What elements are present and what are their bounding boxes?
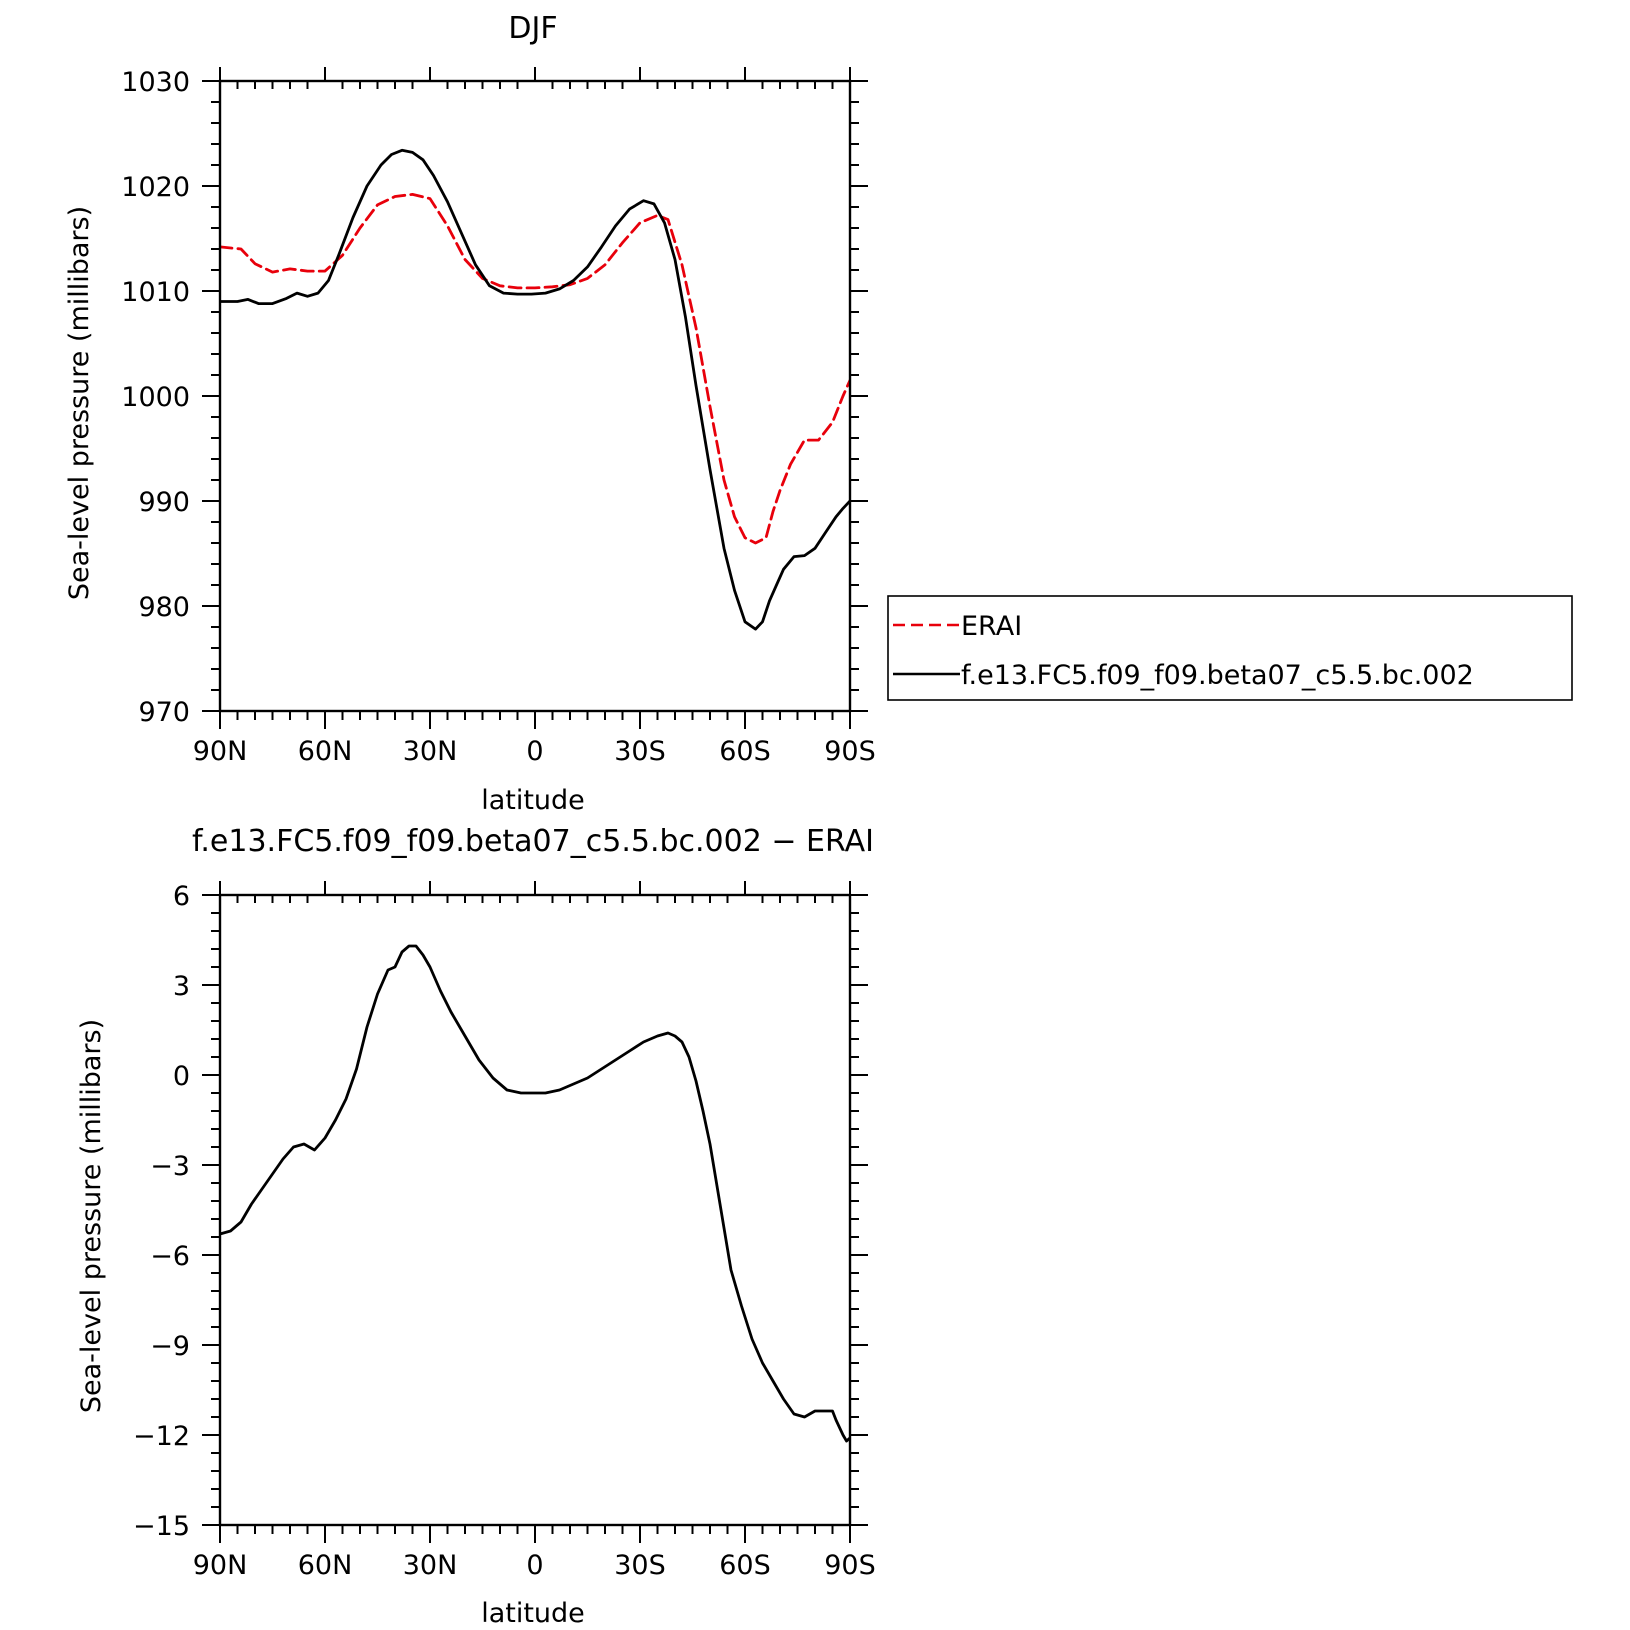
x-tick-label: 0 — [526, 1550, 543, 1581]
legend-label-model: f.e13.FC5.f09_f09.beta07_c5.5.bc.002 — [961, 660, 1474, 691]
chart-title: f.e13.FC5.f09_f09.beta07_c5.5.bc.002 − E… — [192, 824, 874, 859]
y-tick-label: −6 — [150, 1241, 190, 1272]
y-tick-label: −15 — [133, 1511, 190, 1542]
y-tick-label: −9 — [150, 1331, 190, 1362]
chart-title: DJF — [508, 11, 557, 46]
series-line-model — [220, 148, 850, 631]
y-tick-label: 3 — [173, 971, 190, 1002]
y-tick-label: 980 — [138, 592, 190, 623]
y-tick-label: 0 — [173, 1061, 190, 1092]
y-tick-label: 970 — [138, 697, 190, 728]
x-tick-label: 30N — [403, 736, 458, 767]
x-tick-label: 90N — [193, 736, 248, 767]
panel-top: DJF 90N 60N 30N 0 30S 60S 90S 970 980 990 1000 1010… — [64, 11, 876, 816]
y-tick-label: 1030 — [121, 67, 190, 98]
x-tick-label: 90S — [824, 736, 876, 767]
y-axis-label: Sea-level pressure (millibars) — [76, 1019, 107, 1413]
x-tick-label: 0 — [526, 736, 543, 767]
x-tick-label: 60S — [719, 1550, 771, 1581]
legend-label-erai: ERAI — [961, 611, 1022, 642]
x-tick-label: 60S — [719, 736, 771, 767]
x-tick-label: 90S — [824, 1550, 876, 1581]
plot-frame — [218, 79, 852, 713]
series-line-difference — [220, 944, 850, 1443]
x-tick-label: 30N — [403, 1550, 458, 1581]
y-axis-label: Sea-level pressure (millibars) — [64, 206, 95, 600]
plot-area: 90N 60N 30N 0 30S 60S 90S 970 980 990 1000 1010 1020… — [121, 67, 876, 767]
series-line-erai — [220, 192, 850, 545]
y-tick-label: 1000 — [121, 382, 190, 413]
x-tick-label: 30S — [614, 736, 666, 767]
x-tick-label: 60N — [298, 736, 353, 767]
y-tick-label: −12 — [133, 1421, 190, 1452]
x-axis-label: latitude — [481, 785, 585, 816]
x-axis-label: latitude — [481, 1598, 585, 1629]
y-tick-label: −3 — [150, 1151, 190, 1182]
x-tick-label: 60N — [298, 1550, 353, 1581]
legend: ERAI f.e13.FC5.f09_f09.beta07_c5.5.bc.00… — [887, 595, 1573, 701]
plot-area: 90N 60N 30N 0 30S 60S 90S −15 −12 −9 −6 −3 0 3 6 — [133, 881, 876, 1581]
plot-frame — [218, 893, 852, 1527]
panel-bottom: f.e13.FC5.f09_f09.beta07_c5.5.bc.002 − E… — [76, 824, 876, 1629]
x-tick-label: 90N — [193, 1550, 248, 1581]
y-tick-label: 1020 — [121, 172, 190, 203]
x-tick-label: 30S — [614, 1550, 666, 1581]
y-tick-label: 1010 — [121, 277, 190, 308]
y-tick-label: 6 — [173, 881, 190, 912]
legend-box — [887, 595, 1573, 701]
y-tick-label: 990 — [138, 487, 190, 518]
